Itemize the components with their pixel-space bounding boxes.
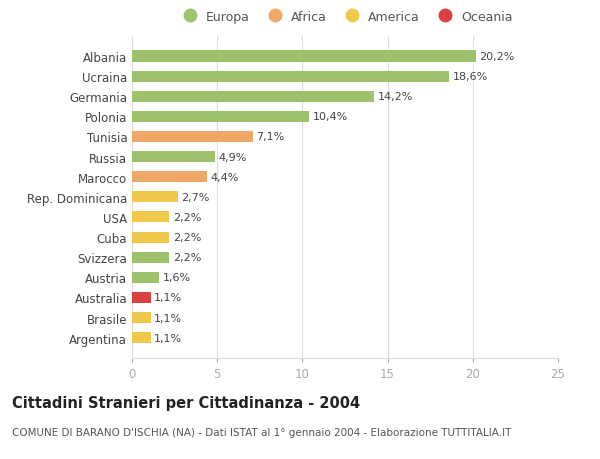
Text: 1,1%: 1,1% <box>154 293 182 303</box>
Text: 2,2%: 2,2% <box>173 233 201 242</box>
Text: 20,2%: 20,2% <box>479 52 515 62</box>
Bar <box>132 112 309 123</box>
Text: COMUNE DI BARANO D'ISCHIA (NA) - Dati ISTAT al 1° gennaio 2004 - Elaborazione TU: COMUNE DI BARANO D'ISCHIA (NA) - Dati IS… <box>12 427 511 437</box>
Bar <box>132 312 151 323</box>
Bar <box>132 332 151 343</box>
Bar <box>132 91 374 102</box>
Text: 1,1%: 1,1% <box>154 333 182 343</box>
Text: 2,2%: 2,2% <box>173 252 201 263</box>
Legend: Europa, Africa, America, Oceania: Europa, Africa, America, Oceania <box>177 11 513 24</box>
Bar <box>132 232 169 243</box>
Text: 1,6%: 1,6% <box>163 273 191 283</box>
Bar <box>132 252 169 263</box>
Bar <box>132 192 178 203</box>
Text: 4,4%: 4,4% <box>211 172 239 182</box>
Text: 2,7%: 2,7% <box>181 192 210 202</box>
Bar <box>132 292 151 303</box>
Bar <box>132 172 207 183</box>
Text: 10,4%: 10,4% <box>313 112 348 122</box>
Bar <box>132 272 159 283</box>
Text: 7,1%: 7,1% <box>256 132 284 142</box>
Text: 2,2%: 2,2% <box>173 213 201 223</box>
Bar <box>132 51 476 62</box>
Text: 18,6%: 18,6% <box>452 72 488 82</box>
Text: Cittadini Stranieri per Cittadinanza - 2004: Cittadini Stranieri per Cittadinanza - 2… <box>12 395 360 410</box>
Bar <box>132 212 169 223</box>
Text: 1,1%: 1,1% <box>154 313 182 323</box>
Bar <box>132 151 215 163</box>
Bar <box>132 132 253 143</box>
Bar <box>132 72 449 83</box>
Text: 14,2%: 14,2% <box>377 92 413 102</box>
Text: 4,9%: 4,9% <box>219 152 247 162</box>
